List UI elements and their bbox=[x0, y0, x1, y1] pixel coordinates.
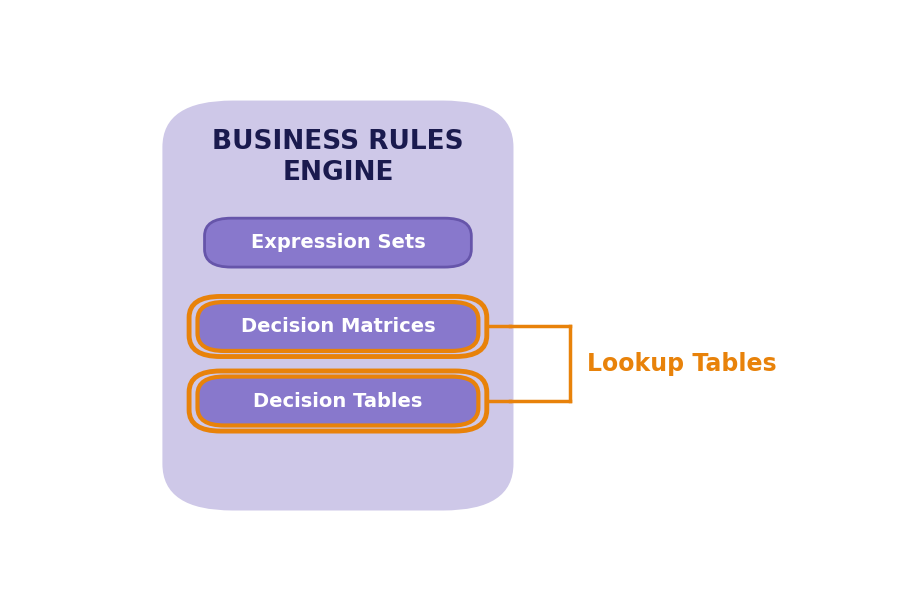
FancyBboxPatch shape bbox=[205, 218, 471, 267]
FancyBboxPatch shape bbox=[198, 376, 478, 425]
Text: Decision Tables: Decision Tables bbox=[254, 391, 422, 411]
Text: Expression Sets: Expression Sets bbox=[251, 233, 425, 252]
Text: Lookup Tables: Lookup Tables bbox=[587, 352, 776, 376]
Text: BUSINESS RULES
ENGINE: BUSINESS RULES ENGINE bbox=[212, 128, 464, 186]
Text: Decision Matrices: Decision Matrices bbox=[241, 317, 435, 336]
FancyBboxPatch shape bbox=[162, 100, 514, 511]
FancyBboxPatch shape bbox=[198, 302, 478, 351]
